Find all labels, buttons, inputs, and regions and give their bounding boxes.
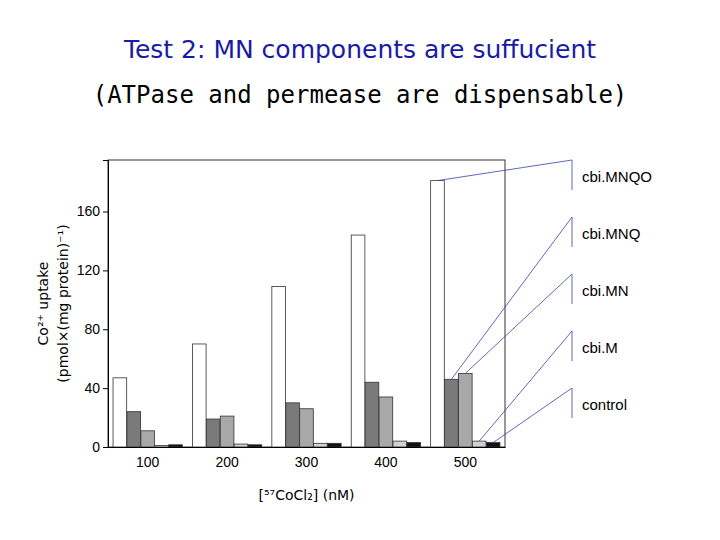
- x-axis: 100 200 300 400 500: [109, 447, 506, 470]
- legend-label: cbi.MNQ: [582, 225, 640, 242]
- y-axis-title-line: (pmol×(mg protein)⁻¹): [55, 224, 71, 382]
- bar: [314, 443, 328, 447]
- x-axis-title: [⁵⁷CoCl₂] (nM): [258, 487, 354, 503]
- bar: [248, 445, 262, 447]
- title: Test 2: MN components are suffucient: [123, 35, 596, 64]
- x-tick-label: 100: [136, 454, 160, 470]
- bar: [234, 444, 248, 447]
- bar: [220, 416, 234, 447]
- chart: Test 2: MN components are suffucient (ATP…: [0, 0, 720, 540]
- y-tick: 40: [84, 380, 108, 396]
- bar: [393, 441, 407, 447]
- bar: [272, 287, 286, 447]
- bar: [472, 441, 486, 447]
- legend-label: cbi.M: [582, 339, 618, 356]
- bar: [458, 373, 472, 447]
- y-tick-mark: [103, 447, 108, 448]
- legend-leader: [493, 388, 572, 443]
- bar: [169, 445, 183, 447]
- bar: [486, 443, 500, 447]
- y-tick-mark: [103, 388, 108, 389]
- y-tick: 160: [77, 203, 108, 219]
- bar: [155, 446, 169, 447]
- y-tick-label: 120: [77, 262, 101, 278]
- x-tick-label: 500: [454, 454, 478, 470]
- legend-leader: [479, 331, 572, 441]
- y-tick-mark: [103, 270, 108, 271]
- y-tick-label: 160: [77, 203, 101, 219]
- legend: cbi.MNQO cbi.MNQ cbi.MN cbi.M control: [437, 160, 652, 443]
- x-tick-label: 200: [215, 454, 239, 470]
- plot-frame: [108, 160, 505, 447]
- x-tick: 300: [295, 447, 319, 470]
- y-axis-title: Co²⁺ uptake(pmol×(mg protein)⁻¹): [35, 224, 71, 382]
- bar: [127, 412, 141, 447]
- legend-leader: [451, 217, 572, 379]
- bar: [328, 443, 342, 447]
- x-tick: 100: [136, 447, 160, 470]
- y-tick-label: 80: [84, 321, 100, 337]
- y-tick: 0: [92, 439, 108, 455]
- bar: [141, 431, 155, 447]
- bars: [113, 181, 500, 447]
- x-axis-line: [109, 447, 506, 448]
- bar: [286, 403, 300, 447]
- bar: [206, 419, 220, 447]
- subtitle: (ATPase and permease are dispensable): [93, 81, 628, 109]
- bar: [192, 344, 206, 447]
- bar: [351, 235, 365, 447]
- legend-leader-stem: [572, 160, 573, 190]
- y-axis: 0 40 80 120 160: [77, 161, 109, 455]
- x-tick: 400: [374, 447, 398, 470]
- x-tick-label: 400: [374, 454, 398, 470]
- y-tick: 120: [77, 262, 108, 278]
- bar: [365, 382, 379, 447]
- legend-leader-stem: [572, 331, 573, 361]
- legend-leader-stem: [572, 388, 573, 418]
- y-tick-label: 0: [92, 439, 100, 455]
- y-axis-title-line: Co²⁺ uptake: [35, 262, 51, 346]
- legend-leader: [465, 274, 572, 373]
- legend-label: cbi.MN: [582, 282, 629, 299]
- y-tick-mark: [103, 212, 108, 213]
- y-tick-label: 40: [84, 380, 100, 396]
- bar: [431, 181, 445, 447]
- y-tick: 80: [84, 321, 108, 337]
- bar: [407, 443, 421, 447]
- x-tick-label: 300: [295, 454, 319, 470]
- legend-label: cbi.MNQO: [582, 168, 652, 185]
- bar: [113, 378, 127, 447]
- bar: [379, 397, 393, 447]
- bar: [300, 409, 314, 447]
- legend-leader: [437, 160, 572, 181]
- legend-leader-stem: [572, 274, 573, 304]
- x-tick: 200: [215, 447, 239, 470]
- bar: [445, 379, 459, 447]
- y-tick-mark: [103, 329, 108, 330]
- legend-label: control: [582, 396, 627, 413]
- y-axis-line: [103, 161, 109, 448]
- legend-leader-stem: [572, 217, 573, 247]
- x-tick: 500: [454, 447, 478, 470]
